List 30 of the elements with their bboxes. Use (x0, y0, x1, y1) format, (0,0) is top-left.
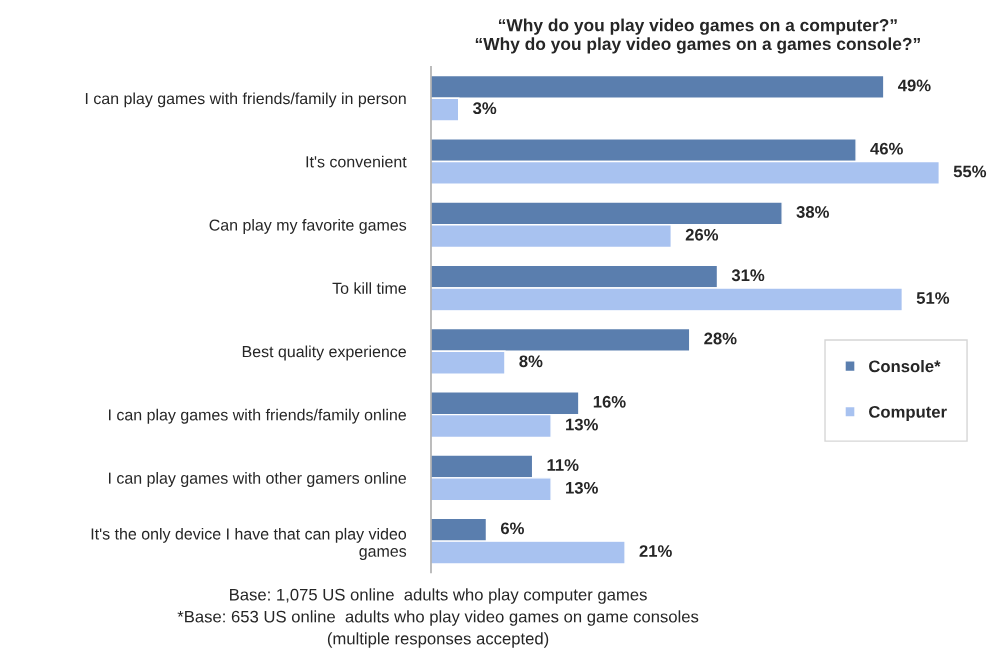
text: *Base: 653 US online adults who play video games on game consoles (177, 610, 699, 626)
data-label: 6% (500, 522, 524, 535)
y-tick-label: Can play my favorite games (209, 218, 407, 234)
data-label: 8% (519, 355, 543, 368)
legend-label: Computer (869, 405, 947, 422)
data-label: 28% (704, 332, 737, 345)
y-tick-label: I can play games with friends/family online (109, 408, 406, 424)
y-tick-label: Best quality experience (242, 345, 406, 361)
y-tick-label: To kill time (332, 282, 406, 294)
data-label: 21% (639, 545, 672, 557)
data-label: 55% (953, 165, 987, 178)
data-label: 49% (897, 79, 931, 92)
data-label: 46% (870, 142, 903, 155)
data-label: 16% (593, 395, 626, 408)
data-label: 26% (685, 228, 719, 241)
data-label: 31% (731, 269, 765, 282)
y-tick-label: It's convenient (306, 155, 407, 168)
legend-label: Console* (869, 360, 941, 373)
data-label: 13% (566, 481, 598, 494)
chart-title: “Why do you play video games on a computer?” “Why do you play video games on a games console?” (475, 18, 920, 54)
y-tick-label: I can play games with friends/family in person (85, 92, 406, 108)
y-tick-label: I can play games with other gamers online (109, 472, 406, 487)
data-label: 13% (566, 418, 598, 431)
y-tick-label: It's the only device I have that can play video games (91, 527, 407, 560)
data-label: 38% (796, 206, 829, 218)
text: Base: 1,075 US online adults who play computer games (230, 588, 647, 604)
data-label: 3% (472, 102, 497, 115)
data-label: 51% (916, 292, 950, 304)
data-label: 11% (547, 459, 579, 471)
text: (multiple responses accepted) (327, 632, 549, 648)
